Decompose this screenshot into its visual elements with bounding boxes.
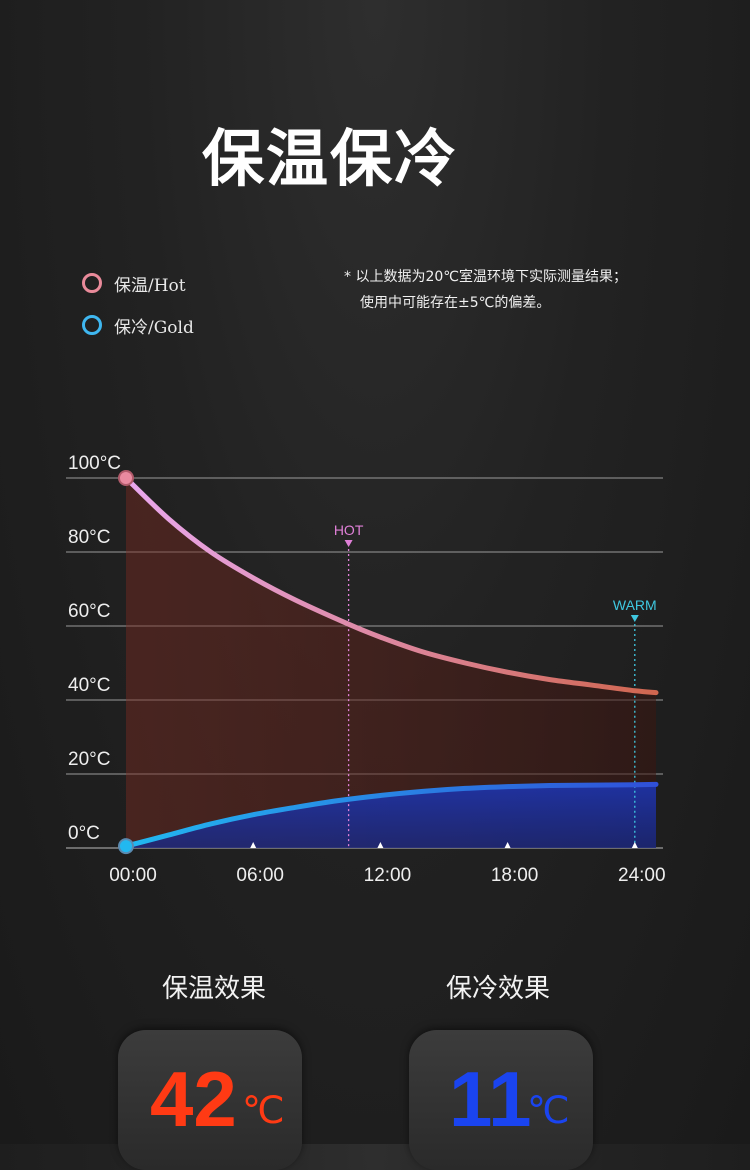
cold-series-line (123, 781, 659, 849)
x-tick-label: 12:00 (364, 865, 412, 886)
x-tick-mark (504, 842, 511, 848)
hot-start-point (118, 470, 134, 486)
legend-label-hot: 保温/Hot (114, 275, 186, 296)
x-tick-label: 24:00 (618, 865, 666, 886)
y-tick-label: 100°C (68, 453, 121, 474)
measurement-note: * 以上数据为20℃室温环境下实际测量结果； 使用中可能存在±5℃的偏差。 (344, 264, 627, 316)
y-tick-label: 0°C (68, 823, 100, 844)
x-tick-label: 18:00 (491, 865, 539, 886)
x-tick-label: 00:00 (109, 865, 157, 886)
note-line-2: 使用中可能存在±5℃的偏差。 (360, 295, 551, 311)
hot-ring-icon (82, 273, 102, 293)
marker-arrow-hot (344, 540, 353, 547)
y-tick-label: 20°C (68, 749, 110, 770)
legend-label-cold: 保冷/Gold (114, 317, 194, 338)
legend-item-cold: 保冷/Gold (82, 304, 194, 346)
cold-start-point (118, 838, 134, 855)
cold-ring-icon (82, 315, 102, 335)
cold-result-unit: ℃ (527, 1090, 570, 1132)
y-tick-label: 80°C (68, 527, 110, 548)
marker-label-warm: WARM (613, 597, 657, 613)
y-tick-label: 40°C (68, 675, 110, 696)
temperature-chart: 0°C 20°C 40°C 60°C 80°C 100°C HOT WARM 00:00 06:0… (66, 453, 666, 886)
note-line-1: * 以上数据为20℃室温环境下实际测量结果； (344, 269, 627, 285)
hot-area (126, 478, 656, 848)
cold-area (126, 784, 656, 848)
x-tick-mark (631, 842, 638, 848)
chart-legend: 保温/Hot 保冷/Gold (82, 262, 194, 346)
x-tick-mark (377, 842, 384, 848)
hot-series-line (123, 475, 659, 696)
legend-item-hot: 保温/Hot (82, 262, 194, 304)
cold-result-card: 11 ℃ (409, 1030, 593, 1170)
marker-arrow-warm (630, 615, 639, 622)
page-title: 保温保冷 (201, 122, 458, 195)
cold-effect-label: 保冷效果 (445, 974, 550, 1004)
cold-result-value: 11 (449, 1055, 532, 1143)
hot-result-unit: ℃ (242, 1090, 285, 1132)
x-tick-label: 06:00 (236, 865, 284, 886)
hot-effect-label: 保温效果 (161, 974, 266, 1004)
marker-label-hot: HOT (334, 522, 364, 538)
y-tick-label: 60°C (68, 601, 110, 622)
x-tick-mark (250, 842, 257, 848)
hot-result-card: 42 ℃ (118, 1030, 302, 1170)
hot-result-value: 42 (150, 1055, 237, 1143)
